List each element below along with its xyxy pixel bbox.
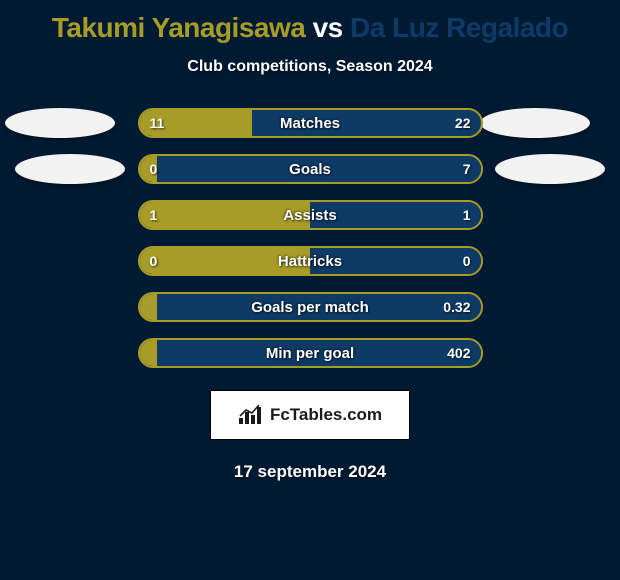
- stats-stage: 1122Matches 07Goals 11Assists 00Hattricks 0.…: [0, 108, 620, 368]
- stat-row: 11Assists: [138, 200, 483, 230]
- stat-label: Min per goal: [140, 340, 481, 366]
- brand-text: FcTables.com: [270, 405, 382, 425]
- stat-label: Goals: [140, 156, 481, 182]
- player2-name: Da Luz Regalado: [350, 12, 568, 43]
- stat-row: 1122Matches: [138, 108, 483, 138]
- comparison-title: Takumi Yanagisawa vs Da Luz Regalado: [0, 0, 620, 44]
- stat-label: Assists: [140, 202, 481, 228]
- stat-label: Goals per match: [140, 294, 481, 320]
- team-badge-left: [5, 108, 115, 138]
- stat-row: 0.32Goals per match: [138, 292, 483, 322]
- subtitle: Club competitions, Season 2024: [0, 58, 620, 76]
- player1-name: Takumi Yanagisawa: [52, 12, 305, 43]
- date-text: 17 september 2024: [0, 462, 620, 482]
- stat-label: Hattricks: [140, 248, 481, 274]
- team-badge-right: [480, 108, 590, 138]
- team-badge-left: [15, 154, 125, 184]
- vs-text: vs: [313, 12, 343, 43]
- stat-row: 07Goals: [138, 154, 483, 184]
- stat-row: 00Hattricks: [138, 246, 483, 276]
- team-badge-right: [495, 154, 605, 184]
- stat-row: 402Min per goal: [138, 338, 483, 368]
- chart-bars-icon: [238, 404, 264, 426]
- stat-label: Matches: [140, 110, 481, 136]
- brand-badge: FcTables.com: [210, 390, 410, 440]
